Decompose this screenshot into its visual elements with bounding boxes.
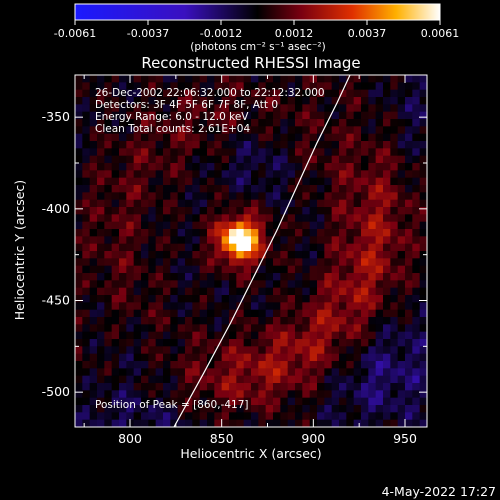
heatmap-cells	[75, 75, 427, 427]
y-tick-label: -400	[42, 201, 70, 216]
colorbar-tick-label: 0.0012	[275, 27, 314, 40]
annotation-energy: Energy Range: 6.0 - 12.0 keV	[95, 111, 249, 123]
timestamp: 4-May-2022 17:27	[382, 484, 496, 499]
colorbar-tick-label: 0.0061	[421, 27, 460, 40]
x-tick-label: 850	[210, 431, 234, 446]
y-axis-label: Heliocentric Y (arcsec)	[12, 180, 27, 320]
y-axis: -350 -400 -450 -500	[42, 109, 427, 399]
x-tick-label: 950	[393, 431, 417, 446]
annotation-time-range: 26-Dec-2002 22:06:32.000 to 22:12:32.000	[95, 87, 325, 99]
annotation-clean: Clean Total counts: 2.61E+04	[95, 123, 250, 135]
x-axis: 800 850 900 950	[83, 75, 417, 446]
colorbar-tick-label: -0.0012	[200, 27, 242, 40]
colorbar	[74, 3, 441, 21]
y-tick-label: -450	[42, 293, 70, 308]
colorbar-ticks: -0.0061 -0.0037 -0.0012 0.0012 0.0037 0.0061	[54, 20, 459, 40]
solar-limb-curve	[173, 75, 351, 427]
annotation-peak-position: Position of Peak = [860,-417]	[95, 399, 249, 411]
x-tick-label: 900	[301, 431, 325, 446]
chart-title: Reconstructed RHESSI Image	[141, 54, 360, 72]
plot-frame	[74, 74, 428, 428]
x-tick-label: 800	[118, 431, 142, 446]
colorbar-tick-label: 0.0037	[348, 27, 387, 40]
colorbar-tick-label: -0.0061	[54, 27, 96, 40]
x-axis-label: Heliocentric X (arcsec)	[180, 446, 321, 461]
colorbar-tick-label: -0.0037	[127, 27, 169, 40]
y-tick-label: -500	[42, 384, 70, 399]
y-tick-label: -350	[42, 109, 70, 124]
colorbar-units: (photons cm⁻² s⁻¹ asec⁻²)	[190, 41, 325, 53]
annotation-detectors: Detectors: 3F 4F 5F 6F 7F 8F, Att 0	[95, 99, 278, 111]
